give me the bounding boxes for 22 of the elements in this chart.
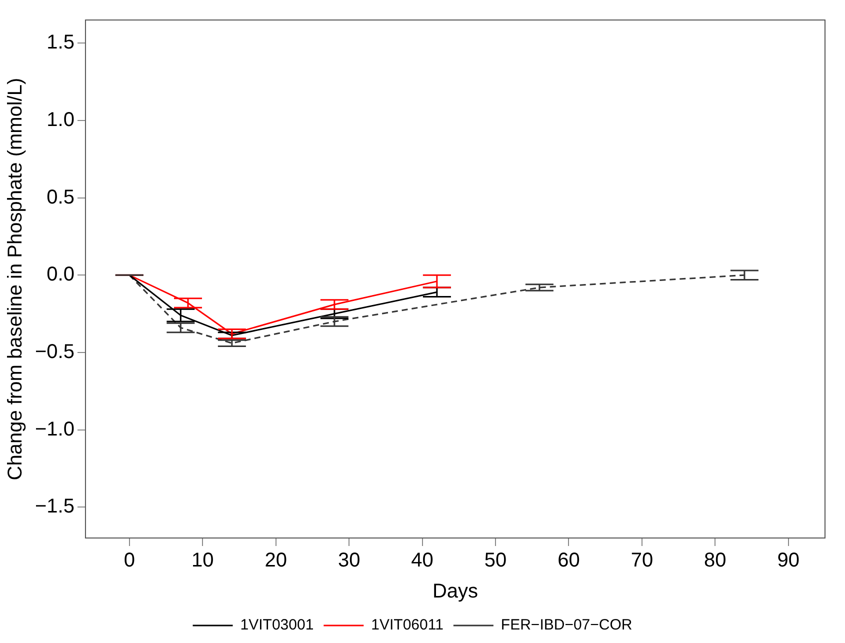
x-tick-label: 70 (630, 550, 654, 572)
y-tick-label: −1.5 (35, 496, 74, 518)
y-tick-label: 0.5 (46, 186, 74, 208)
legend-label: FER−IBD−07−COR (500, 616, 632, 634)
x-tick-label: 50 (484, 550, 507, 572)
y-tick-label: 1.5 (46, 32, 74, 54)
legend-label: 1VIT03001 (240, 616, 314, 634)
y-tick-label: 0.0 (46, 264, 74, 286)
x-tick-label: 90 (777, 550, 800, 572)
x-tick-label: 40 (411, 550, 434, 572)
x-tick-label: 10 (192, 550, 214, 572)
x-tick-label: 30 (338, 550, 360, 572)
y-tick-label: 1.0 (46, 109, 74, 132)
x-tick-label: 80 (704, 550, 726, 572)
x-tick-label: 60 (558, 550, 580, 572)
x-axis-title: Days (432, 580, 478, 603)
y-tick-label: −0.5 (35, 340, 74, 363)
y-axis-title: Change from baseline in Phosphate (mmol/L) (4, 78, 27, 480)
legend-label: 1VIT06011 (371, 616, 444, 634)
y-tick-label: −1.0 (35, 418, 74, 440)
x-tick-label: 0 (124, 550, 135, 572)
x-tick-label: 20 (264, 550, 287, 572)
